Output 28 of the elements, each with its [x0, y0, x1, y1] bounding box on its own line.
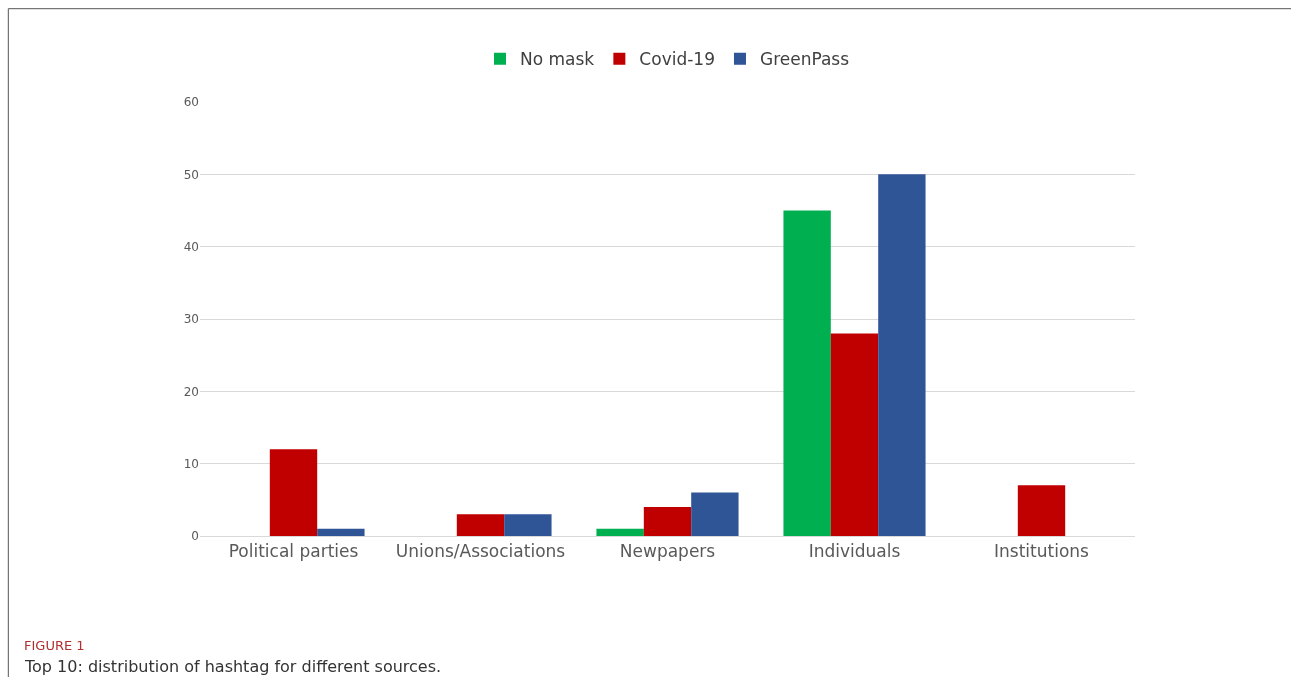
- legend-label: No mask: [520, 49, 595, 70]
- bar: [317, 528, 365, 536]
- bar: [691, 492, 739, 536]
- x-tick-label: Unions/Associations: [395, 541, 566, 562]
- legend-label: GreenPass: [759, 49, 850, 70]
- y-tick-label: 0: [191, 529, 199, 544]
- bar: [830, 333, 879, 536]
- y-tick-label: 20: [183, 384, 199, 399]
- y-tick-label: 50: [183, 167, 199, 182]
- y-tick-label: 40: [183, 239, 199, 254]
- bar: [878, 174, 926, 536]
- x-tick-label: Newpapers: [619, 541, 716, 562]
- x-tick-label: Individuals: [808, 541, 901, 562]
- bar: [596, 528, 644, 536]
- bar: [504, 514, 552, 536]
- y-tick-label: 10: [183, 456, 199, 471]
- bar: [1017, 485, 1066, 536]
- bar: [783, 210, 831, 536]
- y-tick-label: 30: [183, 312, 199, 327]
- bar: [456, 514, 505, 536]
- text: Top 10: distribution of hashtag for different sources.: [24, 657, 442, 676]
- caption: FIGURE 1: [24, 638, 85, 653]
- x-tick-label: Institutions: [994, 541, 1090, 562]
- bar: [269, 449, 318, 536]
- x-tick-label: Political parties: [228, 541, 359, 562]
- y-tick-label: 60: [183, 95, 199, 110]
- legend-label: Covid-19: [639, 49, 715, 70]
- bar: [643, 507, 692, 536]
